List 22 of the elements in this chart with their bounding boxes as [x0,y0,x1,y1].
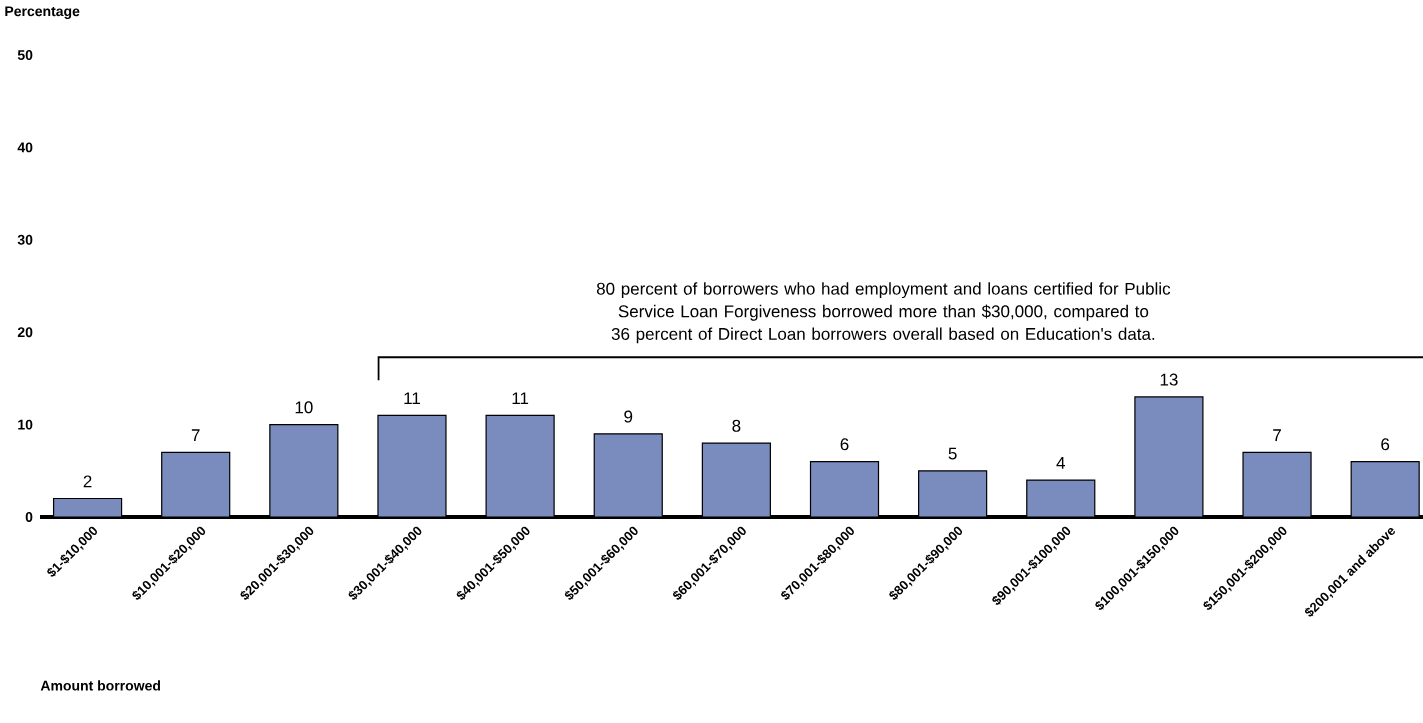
data-label: 5 [948,447,957,460]
data-label: 2 [83,475,92,488]
data-label: 6 [1381,438,1390,451]
y-tick-label: 0 [25,512,33,522]
data-label: 8 [732,419,741,432]
data-label: 13 [1160,373,1178,386]
annotation: 80 percent of borrowers who had employment and loans certified for Public Service Loan Forgiveness borrowed more than $30,000, compared to 36 percent of Direct Loan borrowers overall based on Education's data. [596,282,1171,344]
data-label: 7 [191,429,200,442]
x-axis-title: Amount borrowed [40,680,161,691]
y-tick-label: 10 [18,419,33,430]
y-axis-title: Percentage [5,6,80,19]
data-label: 6 [840,438,849,451]
data-label: 9 [624,410,633,423]
data-label: 4 [1056,457,1066,469]
data-label: 11 [404,392,420,405]
y-tick-label: 50 [17,50,33,60]
y-tick-label: 40 [17,142,33,153]
data-label: 11 [512,392,529,405]
data-label: 10 [295,401,313,414]
y-tick-label: 30 [17,234,33,245]
y-tick-label: 20 [17,327,33,338]
data-label: 7 [1273,429,1281,442]
